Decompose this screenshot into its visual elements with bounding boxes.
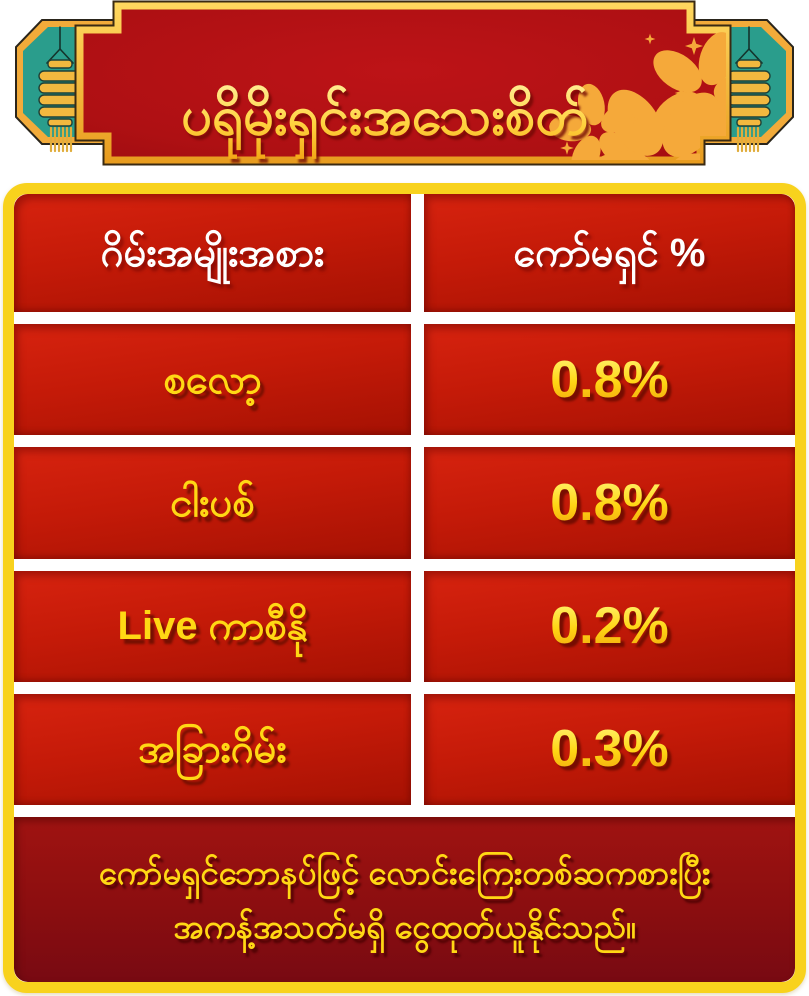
commission-value-cell: 0.2% xyxy=(423,570,795,682)
game-name: ငါးပစ် xyxy=(170,480,255,525)
commission-value-cell: 0.3% xyxy=(423,693,795,805)
column-header-game-type: ဂိမ်းအမျိုးအစား xyxy=(14,194,411,312)
footer-note: ကော်မရှင်ဘောနပ်ဖြင့် လောင်းကြေးတစ်ဆကစားပ… xyxy=(14,817,795,982)
header-banner: ပရိုမိုးရှင်းအသေးစိတ် xyxy=(0,0,809,178)
game-name-cell: စလော့ xyxy=(14,324,411,436)
commission-value-cell: 0.8% xyxy=(423,447,795,559)
game-name-cell: Live ကာစီနို xyxy=(14,570,411,682)
commission-value: 0.3% xyxy=(550,720,669,779)
column-header-label: ကော်မရှင် % xyxy=(513,231,706,275)
footer-line-2: အကန့်အသတ်မရှိ ငွေထုတ်ယူနိုင်သည်။ xyxy=(173,907,636,945)
footer-line-1: ကော်မရှင်ဘောနပ်ဖြင့် လောင်းကြေးတစ်ဆကစားပ… xyxy=(98,853,711,891)
column-header-label: ဂိမ်းအမျိုးအစား xyxy=(100,231,325,275)
commission-table: ဂိမ်းအမျိုးအစား ကော်မရှင် % စလော့ 0.8% င… xyxy=(3,183,806,993)
banner-art xyxy=(14,0,795,178)
game-name-cell: ငါးပစ် xyxy=(14,447,411,559)
game-name: စလော့ xyxy=(163,357,262,402)
table-header-row: ဂိမ်းအမျိုးအစား ကော်မရှင် % xyxy=(14,194,795,312)
commission-value: 0.8% xyxy=(550,350,669,409)
commission-value: 0.2% xyxy=(550,597,669,656)
table-row: စလော့ 0.8% xyxy=(14,324,795,436)
column-header-commission: ကော်မရှင် % xyxy=(423,194,795,312)
game-name-cell: အခြားဂိမ်း xyxy=(14,693,411,805)
game-name: အခြားဂိမ်း xyxy=(138,727,287,772)
game-name: Live ကာစီနို xyxy=(117,604,308,649)
table-row: Live ကာစီနို 0.2% xyxy=(14,570,795,682)
table-row: ငါးပစ် 0.8% xyxy=(14,447,795,559)
commission-value: 0.8% xyxy=(550,473,669,532)
table-row: အခြားဂိမ်း 0.3% xyxy=(14,693,795,805)
commission-value-cell: 0.8% xyxy=(423,324,795,436)
